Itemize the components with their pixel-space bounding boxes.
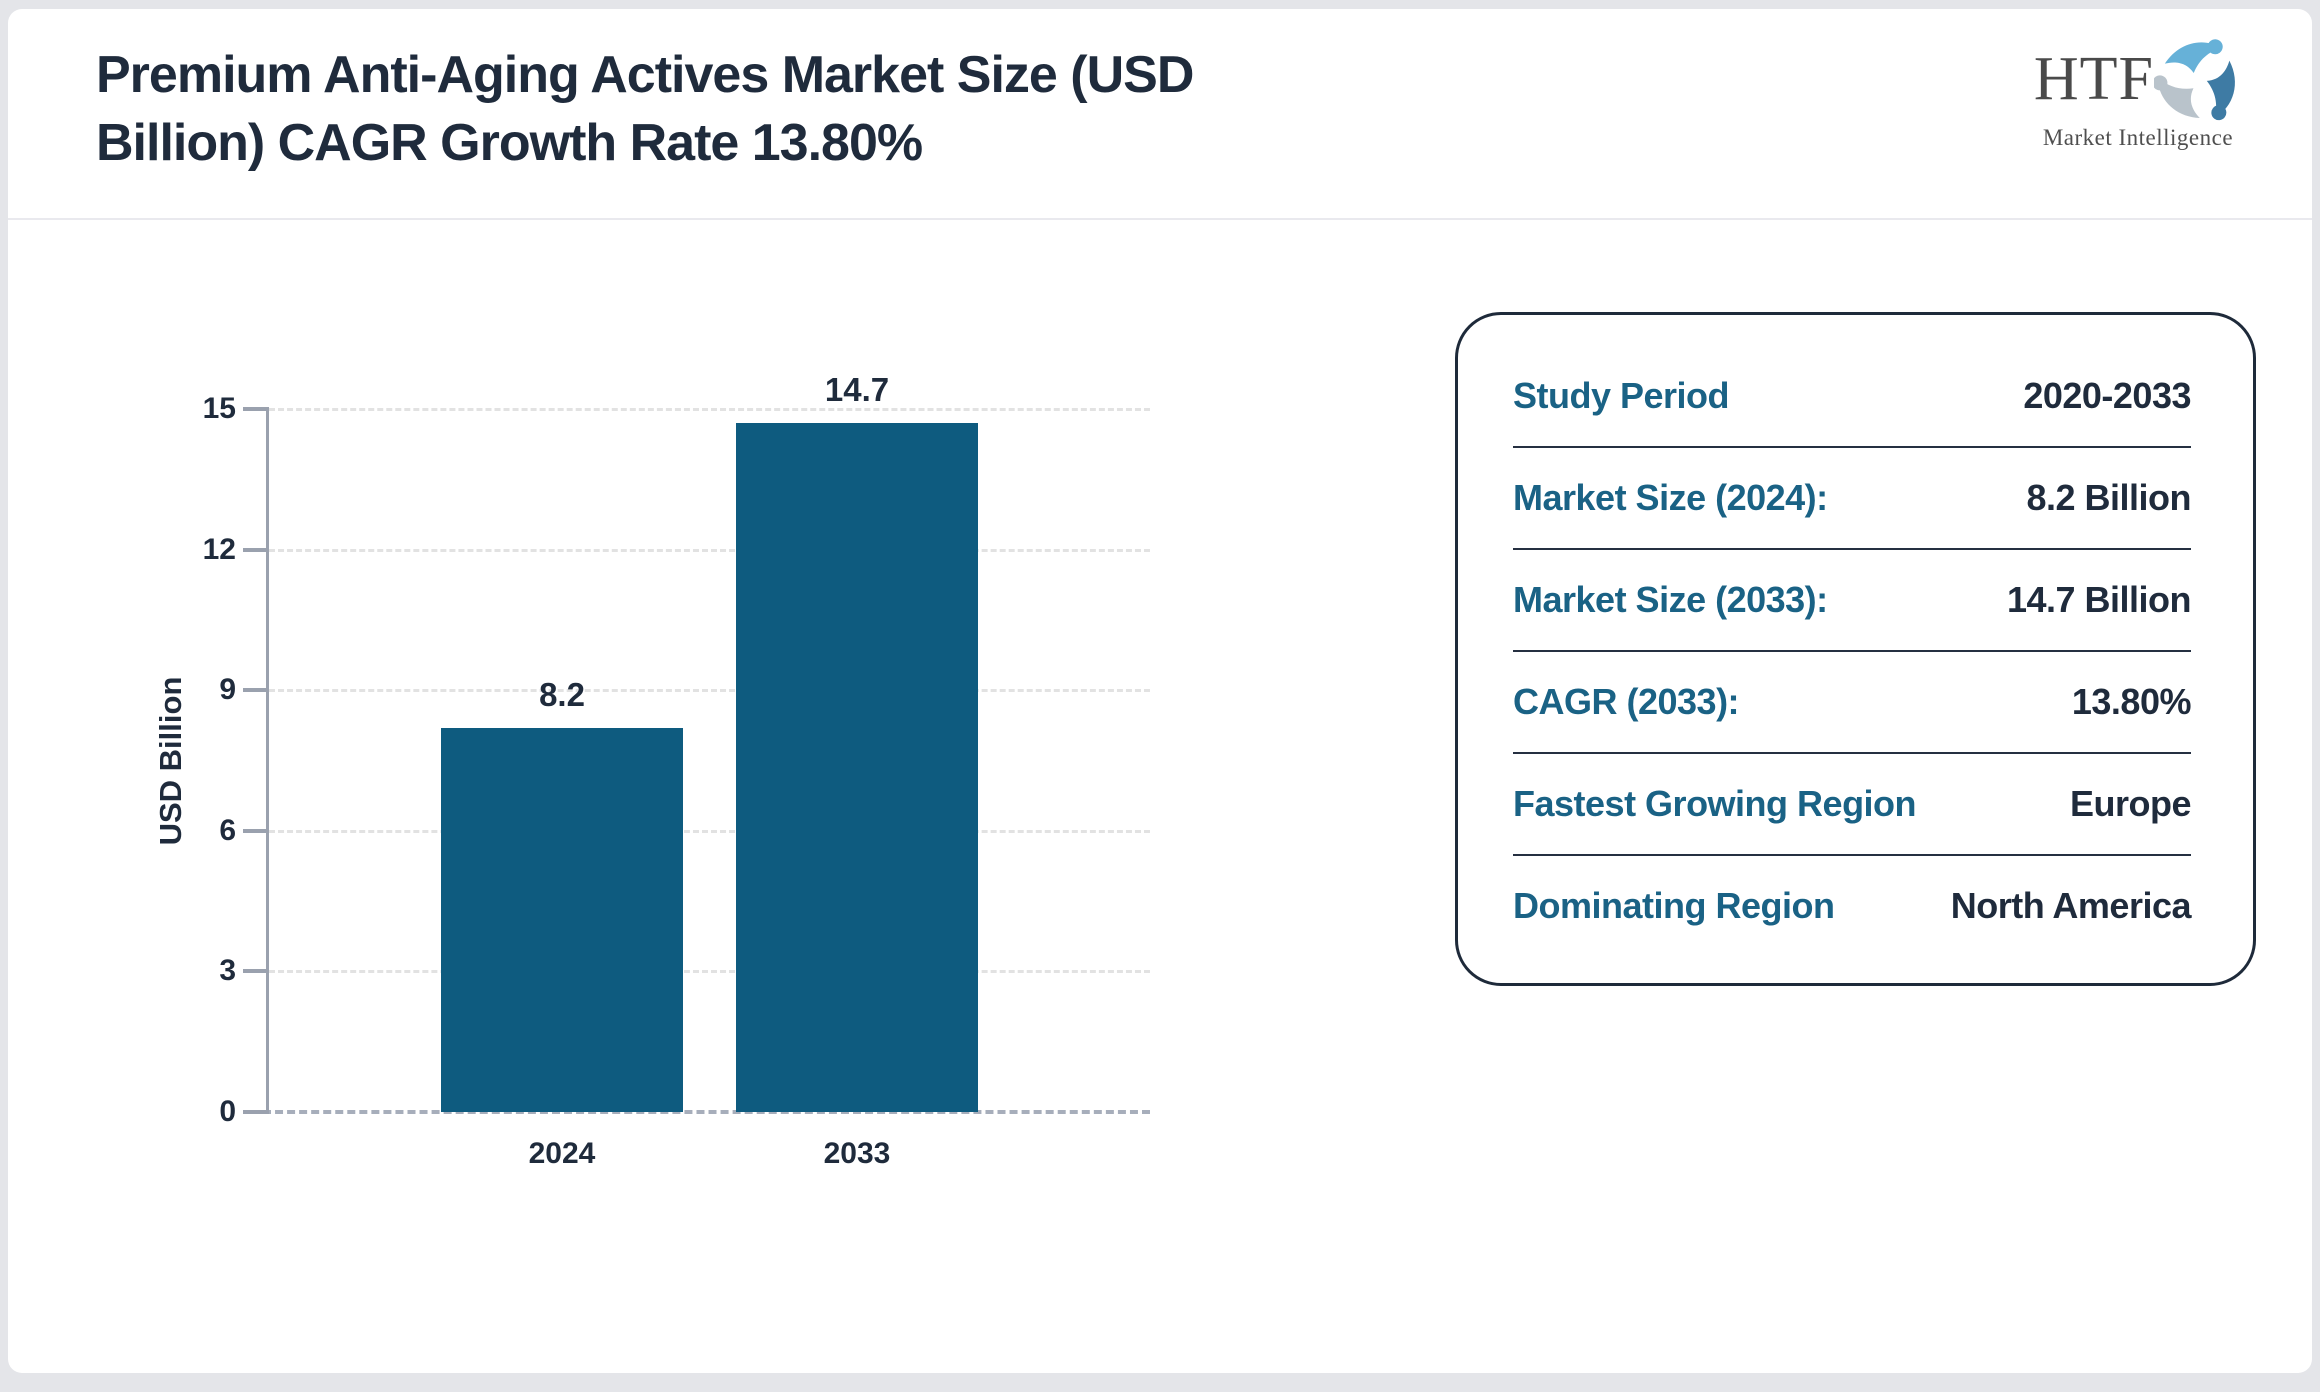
- y-tick-label: 3: [219, 954, 236, 988]
- info-card: Study Period 2020-2033 Market Size (2024…: [1455, 312, 2256, 986]
- brand-logo-top: HTF: [2034, 35, 2242, 123]
- card-value: 14.7 Billion: [2006, 579, 2192, 620]
- card-divider: [1513, 548, 2191, 550]
- bar-2033: [736, 423, 978, 1112]
- card-label: Market Size (2024):: [1513, 477, 1828, 518]
- plot-area: 0 3 6 9 12 15 8.2 2024 14.7 2033: [203, 371, 1150, 1170]
- card-row-dominating-region: Dominating Region North America: [1513, 885, 2192, 927]
- card-divider: [1513, 854, 2191, 856]
- y-tick-mark: [243, 547, 269, 552]
- card-row-market-size-2024: Market Size (2024): 8.2 Billion: [1513, 477, 2191, 519]
- card-value: Europe: [2069, 783, 2192, 824]
- bar-2024: [441, 727, 683, 1112]
- card-divider: [1513, 650, 2191, 652]
- page-root: Premium Anti-Aging Actives Market Size (…: [8, 9, 2312, 1373]
- page-title: Premium Anti-Aging Actives Market Size (…: [96, 41, 1194, 177]
- card-divider: [1513, 446, 2191, 448]
- x-axis-baseline: [263, 1110, 1150, 1114]
- y-tick-label: 15: [202, 392, 236, 425]
- card-label: Study Period: [1513, 375, 1730, 416]
- gridline: [269, 548, 1150, 552]
- y-tick-mark: [243, 407, 269, 411]
- y-tick-mark: [243, 969, 269, 974]
- card-value: North America: [1950, 885, 2192, 926]
- header-divider: [8, 218, 2312, 220]
- card-divider: [1513, 752, 2191, 754]
- y-tick-label: 9: [219, 673, 236, 707]
- card-value: 2020-2033: [2023, 375, 2191, 416]
- bar-value-label: 8.2: [539, 675, 585, 713]
- card-value: 8.2 Billion: [2026, 477, 2191, 518]
- y-tick-label: 12: [202, 532, 236, 566]
- y-tick-label: 6: [219, 813, 236, 847]
- card-value: 13.80%: [2071, 681, 2192, 722]
- gridline: [269, 689, 1150, 693]
- x-tick-label: 2024: [528, 1137, 596, 1170]
- y-tick-label: 0: [219, 1095, 236, 1128]
- card-row-study-period: Study Period 2020-2033: [1513, 375, 2191, 417]
- x-tick-label: 2033: [823, 1137, 891, 1170]
- card-label: Market Size (2033):: [1513, 579, 1828, 620]
- y-tick-mark: [243, 828, 269, 833]
- page-title-line-1: Premium Anti-Aging Actives Market Size (…: [96, 46, 1194, 104]
- brand-logo-text: HTF: [2033, 45, 2154, 113]
- brand-logo: HTF Market Inte: [2034, 35, 2242, 151]
- card-label: Fastest Growing Region: [1513, 783, 1917, 824]
- y-tick-mark: [243, 688, 269, 693]
- gridline: [269, 408, 1150, 411]
- y-tick-mark: [243, 1110, 269, 1114]
- card-label: CAGR (2033):: [1513, 681, 1740, 722]
- card-row-fastest-growing-region: Fastest Growing Region Europe: [1513, 783, 2192, 825]
- bar-value-label: 14.7: [824, 371, 890, 409]
- three-figures-swirl-icon: [2154, 39, 2235, 121]
- gridline: [269, 970, 1150, 974]
- card-row-market-size-2033: Market Size (2033): 14.7 Billion: [1513, 579, 2192, 621]
- page-title-line-2: Billion) CAGR Growth Rate 13.80%: [96, 114, 923, 172]
- card-label: Dominating Region: [1513, 885, 1835, 926]
- brand-logo-tagline: Market Intelligence: [2042, 125, 2234, 150]
- gridline: [269, 829, 1150, 833]
- card-row-cagr: CAGR (2033): 13.80%: [1513, 681, 2192, 723]
